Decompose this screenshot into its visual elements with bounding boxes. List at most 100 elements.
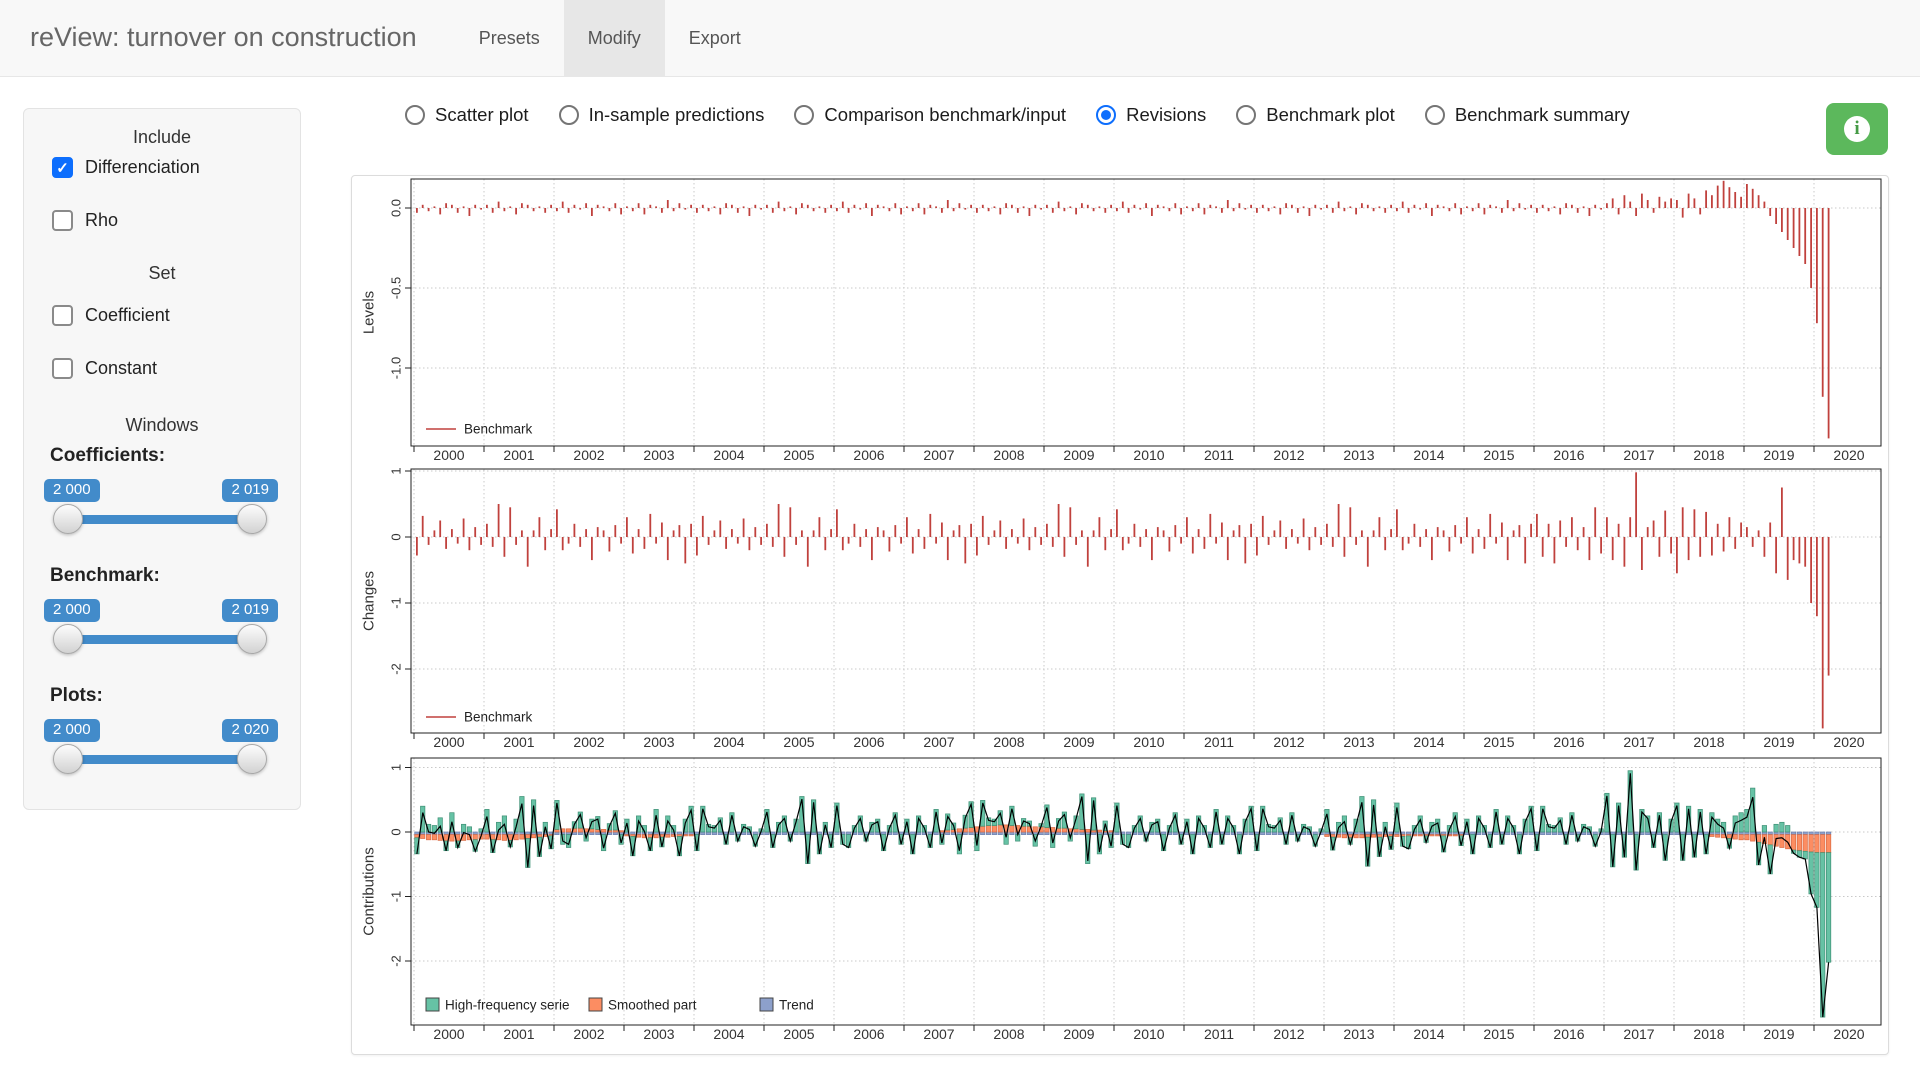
- svg-text:2002: 2002: [573, 1026, 604, 1042]
- svg-text:2014: 2014: [1413, 1026, 1444, 1042]
- tab-export[interactable]: Export: [665, 0, 765, 76]
- header: reView: turnover on construction Presets…: [0, 0, 1920, 77]
- svg-text:2006: 2006: [853, 447, 884, 463]
- checkbox-row-coefficient[interactable]: Coefficient: [52, 305, 170, 326]
- svg-text:2019: 2019: [1763, 734, 1794, 750]
- svg-text:2005: 2005: [783, 447, 814, 463]
- svg-text:2014: 2014: [1413, 734, 1444, 750]
- slider-track-coefficients[interactable]: [60, 515, 260, 524]
- radio-icon-benchmark-plot[interactable]: [1236, 105, 1256, 125]
- info-button[interactable]: i: [1826, 103, 1888, 155]
- svg-text:2015: 2015: [1483, 734, 1514, 750]
- svg-text:2012: 2012: [1273, 447, 1304, 463]
- svg-text:2013: 2013: [1343, 1026, 1374, 1042]
- svg-text:2018: 2018: [1693, 447, 1724, 463]
- radio-icon-comparison-benchmark-input[interactable]: [794, 105, 814, 125]
- svg-text:2018: 2018: [1693, 1026, 1724, 1042]
- slider-from-badge-benchmark: 2 000: [44, 599, 100, 622]
- slider-handle-right-coefficients[interactable]: [237, 504, 267, 534]
- axes: 10-1-2Changes200020012002200320042005200…: [361, 467, 1865, 750]
- slider-to-badge-coefficients: 2 019: [222, 479, 278, 502]
- view-option-label: Benchmark plot: [1266, 104, 1395, 126]
- svg-text:2016: 2016: [1553, 734, 1584, 750]
- tab-presets[interactable]: Presets: [455, 0, 564, 76]
- svg-text:-1: -1: [389, 891, 404, 903]
- view-option-revisions[interactable]: Revisions: [1096, 104, 1206, 126]
- svg-text:Smoothed part: Smoothed part: [608, 998, 697, 1013]
- tab-modify[interactable]: Modify: [564, 0, 665, 76]
- svg-text:2017: 2017: [1623, 1026, 1654, 1042]
- svg-text:Benchmark: Benchmark: [464, 710, 533, 725]
- svg-text:2004: 2004: [713, 1026, 744, 1042]
- radio-icon-in-sample-predictions[interactable]: [559, 105, 579, 125]
- view-option-comparison-benchmark-input[interactable]: Comparison benchmark/input: [794, 104, 1066, 126]
- view-option-label: Scatter plot: [435, 104, 529, 126]
- svg-text:-1.0: -1.0: [389, 357, 404, 379]
- checkbox-icon-constant[interactable]: [52, 358, 73, 379]
- svg-text:2011: 2011: [1204, 734, 1234, 750]
- svg-text:2006: 2006: [853, 1026, 884, 1042]
- svg-text:2020: 2020: [1833, 734, 1864, 750]
- svg-text:0: 0: [389, 533, 404, 540]
- radio-icon-scatter-plot[interactable]: [405, 105, 425, 125]
- radio-icon-benchmark-summary[interactable]: [1425, 105, 1445, 125]
- radio-icon-revisions[interactable]: [1096, 105, 1116, 125]
- svg-text:1: 1: [389, 764, 404, 771]
- slider-handle-left-plots[interactable]: [53, 744, 83, 774]
- slider-handle-left-coefficients[interactable]: [53, 504, 83, 534]
- checkbox-icon-differenciation[interactable]: ✓: [52, 157, 73, 178]
- checkbox-row-constant[interactable]: Constant: [52, 358, 157, 379]
- svg-text:2020: 2020: [1833, 447, 1864, 463]
- svg-text:2001: 2001: [503, 447, 534, 463]
- svg-text:2003: 2003: [643, 447, 674, 463]
- slider-label-coefficients: Coefficients:: [50, 445, 165, 467]
- view-option-scatter-plot[interactable]: Scatter plot: [405, 104, 529, 126]
- gridlines: [411, 758, 1881, 1025]
- svg-text:2007: 2007: [923, 447, 954, 463]
- svg-text:2008: 2008: [993, 1026, 1024, 1042]
- chart-card: 0.0-0.5-1.0Levels20002001200220032004200…: [351, 175, 1889, 1055]
- checkbox-row-differenciation[interactable]: ✓Differenciation: [52, 157, 200, 178]
- svg-text:2009: 2009: [1063, 734, 1094, 750]
- slider-from-badge-plots: 2 000: [44, 719, 100, 742]
- checkbox-icon-rho[interactable]: [52, 210, 73, 231]
- slider-handle-right-plots[interactable]: [237, 744, 267, 774]
- gridlines: [411, 179, 1881, 446]
- svg-text:2012: 2012: [1273, 1026, 1304, 1042]
- svg-text:2015: 2015: [1483, 447, 1514, 463]
- svg-text:2009: 2009: [1063, 447, 1094, 463]
- svg-text:2019: 2019: [1763, 447, 1794, 463]
- view-option-benchmark-plot[interactable]: Benchmark plot: [1236, 104, 1395, 126]
- slider-handle-left-benchmark[interactable]: [53, 624, 83, 654]
- checkbox-row-rho[interactable]: Rho: [52, 210, 118, 231]
- slider-track-benchmark[interactable]: [60, 635, 260, 644]
- checkbox-icon-coefficient[interactable]: [52, 305, 73, 326]
- svg-text:2010: 2010: [1133, 1026, 1164, 1042]
- view-option-label: Benchmark summary: [1455, 104, 1630, 126]
- svg-text:2011: 2011: [1204, 447, 1234, 463]
- view-options: Scatter plot In-sample predictions Compari…: [405, 104, 1630, 126]
- group-heading-set: Set: [24, 263, 300, 284]
- view-option-label: Revisions: [1126, 104, 1206, 126]
- svg-text:2013: 2013: [1343, 734, 1374, 750]
- svg-text:Benchmark: Benchmark: [464, 422, 533, 437]
- changes-chart: 10-1-2Changes200020012002200320042005200…: [352, 466, 1886, 756]
- slider-handle-right-benchmark[interactable]: [237, 624, 267, 654]
- svg-text:2002: 2002: [573, 447, 604, 463]
- svg-text:-2: -2: [389, 663, 404, 675]
- svg-text:2008: 2008: [993, 734, 1024, 750]
- svg-text:2015: 2015: [1483, 1026, 1514, 1042]
- svg-text:2007: 2007: [923, 1026, 954, 1042]
- svg-text:0.0: 0.0: [389, 199, 404, 217]
- view-option-in-sample-predictions[interactable]: In-sample predictions: [559, 104, 765, 126]
- svg-text:2016: 2016: [1553, 1026, 1584, 1042]
- view-option-benchmark-summary[interactable]: Benchmark summary: [1425, 104, 1630, 126]
- info-icon: i: [1844, 116, 1870, 142]
- app-root: reView: turnover on construction Presets…: [0, 0, 1920, 1080]
- nav-tabs: PresetsModifyExport: [455, 0, 765, 76]
- view-option-label: In-sample predictions: [589, 104, 765, 126]
- slider-to-badge-benchmark: 2 019: [222, 599, 278, 622]
- svg-text:High-frequency serie: High-frequency serie: [445, 998, 570, 1013]
- slider-track-plots[interactable]: [60, 755, 260, 764]
- svg-text:2000: 2000: [433, 447, 464, 463]
